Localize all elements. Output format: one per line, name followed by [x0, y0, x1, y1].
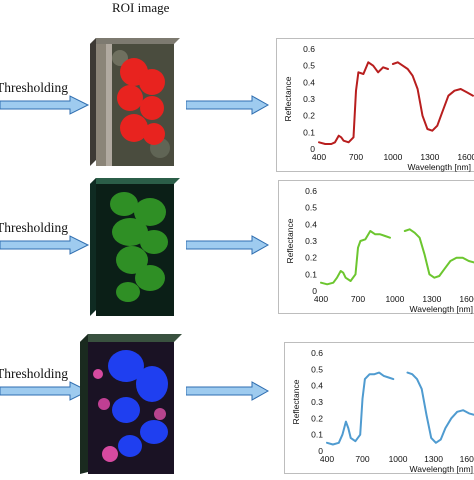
y-tick-label: 0.4 [305, 219, 317, 229]
x-tick-label: 700 [355, 454, 369, 464]
spectrum-chart-3: 00.10.20.30.40.50.6400700100013001600Ref… [285, 343, 474, 475]
thresholding-label-3: Thresholding [0, 366, 68, 382]
roi-arrow-2 [186, 235, 270, 255]
spectrum-chart-2: 00.10.20.30.40.50.6400700100013001600Ref… [279, 181, 474, 315]
spectrum-line-segment-2 [393, 62, 473, 130]
x-axis-label: Wavelength [nm] [408, 162, 471, 172]
x-tick-label: 1000 [385, 294, 404, 304]
spectrum-line-segment-1 [319, 62, 388, 144]
x-tick-label: 1300 [422, 294, 441, 304]
y-tick-label: 0.6 [303, 44, 315, 54]
spectrum-panel-3: 00.10.20.30.40.50.6400700100013001600Ref… [284, 342, 474, 474]
x-tick-label: 400 [312, 152, 326, 162]
y-tick-label: 0.4 [311, 381, 323, 391]
x-tick-label: 700 [349, 152, 363, 162]
y-tick-label: 0.3 [311, 397, 323, 407]
spectrum-panel-2: 00.10.20.30.40.50.6400700100013001600Ref… [278, 180, 474, 314]
x-tick-label: 1600 [459, 294, 474, 304]
roi-mask-red [117, 58, 165, 145]
input-arrow-1 [0, 95, 90, 115]
y-tick-label: 0.5 [311, 364, 323, 374]
y-tick-label: 0.2 [311, 413, 323, 423]
y-tick-label: 0.6 [305, 186, 317, 196]
x-tick-label: 1600 [460, 454, 474, 464]
x-tick-label: 1300 [420, 152, 439, 162]
y-tick-label: 0.1 [311, 430, 323, 440]
y-axis-label: Reflectance [283, 76, 293, 121]
x-axis-label: Wavelength [nm] [410, 304, 473, 314]
y-tick-label: 0.4 [303, 77, 315, 87]
x-tick-label: 1000 [389, 454, 408, 464]
y-tick-label: 0.2 [305, 253, 317, 263]
y-tick-label: 0.5 [303, 61, 315, 71]
spectrum-line-segment-2 [408, 373, 474, 443]
x-axis-label: Wavelength [nm] [410, 464, 473, 474]
roi-image-title: ROI image [112, 0, 169, 16]
x-tick-label: 1600 [457, 152, 474, 162]
y-tick-label: 0.5 [305, 203, 317, 213]
y-axis-label: Reflectance [291, 379, 301, 424]
spectrum-line-segment-1 [321, 231, 390, 284]
x-tick-label: 400 [320, 454, 334, 464]
input-arrow-3 [0, 381, 90, 401]
roi-arrow-3 [186, 381, 270, 401]
input-arrow-2 [0, 235, 90, 255]
x-tick-label: 400 [314, 294, 328, 304]
thresholding-label-2: Thresholding [0, 220, 68, 236]
y-tick-label: 0.6 [311, 348, 323, 358]
y-tick-label: 0.3 [303, 94, 315, 104]
roi-arrow-1 [186, 95, 270, 115]
roi-cube-3 [80, 334, 184, 474]
spectrum-line-segment-2 [405, 229, 474, 277]
y-tick-label: 0.2 [303, 111, 315, 121]
x-tick-label: 700 [351, 294, 365, 304]
y-tick-label: 0.1 [303, 127, 315, 137]
x-tick-label: 1300 [424, 454, 443, 464]
thresholding-label-1: Thresholding [0, 80, 68, 96]
y-tick-label: 0.3 [305, 236, 317, 246]
y-axis-label: Reflectance [285, 218, 295, 263]
y-tick-label: 0.1 [305, 269, 317, 279]
spectrum-line-segment-1 [327, 373, 393, 445]
x-tick-label: 1000 [383, 152, 402, 162]
roi-cube-2 [90, 178, 182, 318]
roi-cube-1 [90, 38, 182, 168]
